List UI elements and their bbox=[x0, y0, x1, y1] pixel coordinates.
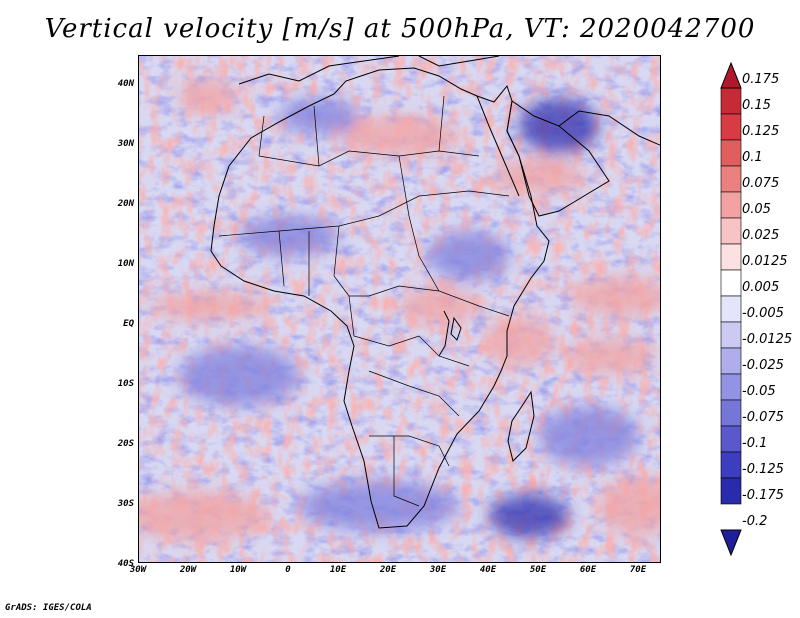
colorbar-label: -0.05 bbox=[742, 384, 776, 399]
colorbar-cell bbox=[720, 451, 742, 479]
colorbar-cell bbox=[720, 191, 742, 219]
longitude-label: 50E bbox=[529, 565, 547, 575]
latitude-label: 40N bbox=[117, 79, 134, 89]
colorbar-label: -0.175 bbox=[742, 488, 784, 503]
map-panel bbox=[138, 55, 661, 563]
anomaly-blob bbox=[564, 338, 654, 374]
latitude-label: 10N bbox=[117, 259, 134, 269]
colorbar-label: -0.075 bbox=[742, 410, 784, 425]
colorbar-label: -0.0125 bbox=[742, 332, 793, 347]
colorbar-cell bbox=[720, 217, 742, 245]
colorbar-cells bbox=[720, 87, 742, 505]
longitude-label: 70E bbox=[629, 565, 647, 575]
longitude-label: 20E bbox=[379, 565, 397, 575]
colorbar-cell bbox=[720, 139, 742, 167]
africa-coastline bbox=[210, 67, 550, 529]
anomaly-blob bbox=[569, 276, 660, 316]
colorbar-cell bbox=[720, 165, 742, 193]
persian-gulf-coast bbox=[558, 110, 660, 146]
anomaly-blob bbox=[489, 494, 569, 538]
grads-credit: GrADS: IGES/COLA bbox=[5, 603, 92, 613]
madagascar-outline bbox=[507, 390, 535, 462]
anomaly-blob bbox=[484, 316, 554, 366]
longitude-label: 0 bbox=[285, 565, 291, 575]
colorbar-label: 0.05 bbox=[742, 202, 771, 217]
anomaly-blob bbox=[494, 158, 584, 194]
latitude-label: 30S bbox=[117, 499, 134, 509]
latitude-label: 40S bbox=[117, 559, 134, 569]
colorbar-label: -0.005 bbox=[742, 306, 784, 321]
great-lakes bbox=[438, 310, 462, 357]
anomaly-blob bbox=[139, 491, 269, 541]
latitude-label: 30N bbox=[117, 139, 134, 149]
europe-coast bbox=[238, 56, 500, 85]
colorbar-cell bbox=[720, 373, 742, 401]
field-anomalies bbox=[139, 78, 660, 541]
colorbar-top-arrow bbox=[720, 62, 742, 89]
colorbar-cell bbox=[720, 113, 742, 141]
colorbar-cell bbox=[720, 425, 742, 453]
latitude-label: EQ bbox=[123, 319, 134, 329]
plot-title: Vertical velocity [m/s] at 500hPa, VT: 2… bbox=[44, 14, 756, 44]
colorbar-cell bbox=[720, 295, 742, 323]
colorbar-label: 0.15 bbox=[742, 98, 771, 113]
anomaly-blob bbox=[149, 292, 269, 320]
anomaly-blob bbox=[239, 216, 339, 256]
longitude-label: 30E bbox=[429, 565, 447, 575]
colorbar-cell bbox=[720, 87, 742, 115]
colorbar-label: 0.0125 bbox=[742, 254, 788, 269]
colorbar-label: 0.175 bbox=[742, 72, 780, 87]
anomaly-blob bbox=[599, 476, 660, 536]
anomaly-blob bbox=[539, 406, 639, 466]
latitude-label: 10S bbox=[117, 379, 134, 389]
anomaly-blob bbox=[279, 98, 359, 134]
colorbar-label: 0.005 bbox=[742, 280, 780, 295]
latitude-label: 20N bbox=[117, 199, 134, 209]
colorbar-label: -0.2 bbox=[742, 514, 768, 529]
red-sea bbox=[476, 95, 520, 197]
country-borders bbox=[218, 95, 510, 507]
colorbar-cell bbox=[720, 243, 742, 271]
longitude-label: 60E bbox=[579, 565, 597, 575]
colorbar-label: 0.025 bbox=[742, 228, 780, 243]
colorbar-cell bbox=[720, 269, 742, 297]
colorbar-label: -0.1 bbox=[742, 436, 768, 451]
colorbar-cell bbox=[720, 347, 742, 375]
colorbar-cell bbox=[720, 321, 742, 349]
anomaly-blob bbox=[339, 116, 459, 156]
anomaly-blob bbox=[179, 78, 239, 114]
longitude-label: 30W bbox=[129, 565, 147, 575]
velocity-field-map bbox=[139, 56, 660, 562]
colorbar-cell bbox=[720, 399, 742, 427]
anomaly-blob bbox=[179, 346, 299, 406]
anomaly-blob bbox=[429, 231, 509, 281]
colorbar-cell bbox=[720, 477, 742, 505]
colorbar-label: 0.1 bbox=[742, 150, 763, 165]
colorbar-label: 0.125 bbox=[742, 124, 780, 139]
longitude-label: 10E bbox=[329, 565, 347, 575]
colorbar-label: 0.075 bbox=[742, 176, 780, 191]
colorbar-label: -0.025 bbox=[742, 358, 784, 373]
arabian-peninsula bbox=[506, 100, 610, 217]
anomaly-blob bbox=[299, 481, 459, 531]
latitude-label: 20S bbox=[117, 439, 134, 449]
longitude-label: 10W bbox=[229, 565, 247, 575]
longitude-label: 20W bbox=[179, 565, 197, 575]
colorbar bbox=[720, 62, 742, 556]
coastlines-and-borders bbox=[210, 56, 660, 529]
colorbar-label: -0.125 bbox=[742, 462, 784, 477]
longitude-label: 40E bbox=[479, 565, 497, 575]
colorbar-bottom-arrow bbox=[720, 529, 742, 556]
anomaly-blob bbox=[399, 288, 479, 324]
